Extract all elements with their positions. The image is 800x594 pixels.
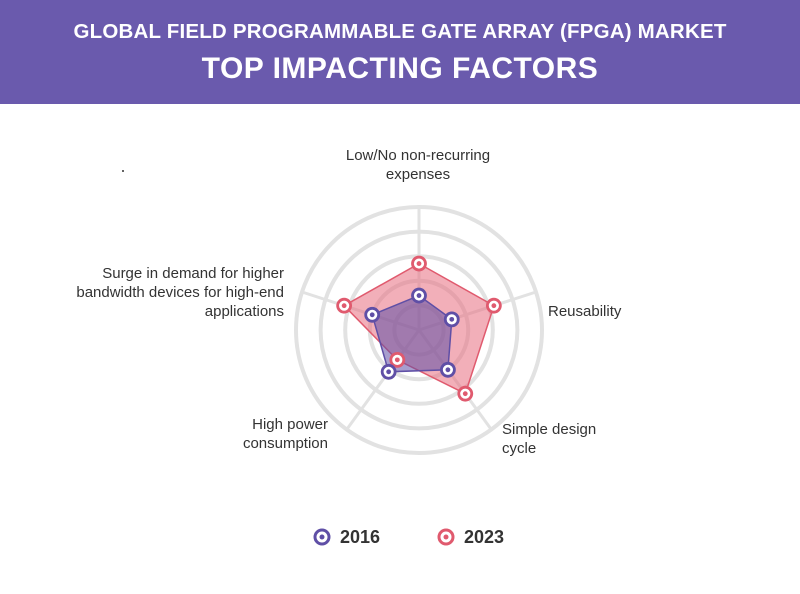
chart-header: GLOBAL FIELD PROGRAMMABLE GATE ARRAY (FP… bbox=[0, 0, 800, 104]
chart-title: GLOBAL FIELD PROGRAMMABLE GATE ARRAY (FP… bbox=[73, 20, 727, 43]
axis-label-reusability: Reusability bbox=[548, 303, 622, 320]
legend-label-2016: 2016 bbox=[340, 526, 381, 547]
legend-item-2023: 2023 bbox=[436, 524, 504, 550]
data-point-2023-5 bbox=[336, 297, 353, 314]
axis-label-power-consumption: High power consumption bbox=[242, 416, 328, 452]
legend-label-2023: 2023 bbox=[464, 526, 505, 547]
data-point-2023-4 bbox=[389, 351, 406, 368]
data-point-2016-1 bbox=[411, 287, 427, 304]
data-point-2023-3 bbox=[457, 385, 474, 402]
legend-marker-2023 bbox=[437, 528, 455, 546]
axis-label-non-recurring: Low/No non-recurring expenses bbox=[345, 147, 491, 183]
chart-legend: 2016 2023 bbox=[0, 524, 800, 550]
data-point-2023-2 bbox=[485, 297, 502, 314]
legend-item-2016: 2016 bbox=[312, 524, 380, 550]
stray-dot bbox=[122, 170, 124, 172]
data-point-2016-5 bbox=[364, 306, 381, 323]
data-point-2023-1 bbox=[411, 255, 427, 272]
chart-subtitle: TOP IMPACTING FACTORS bbox=[201, 52, 599, 85]
data-point-2016-4 bbox=[380, 363, 397, 380]
axis-label-simple-design: Simple design cycle bbox=[502, 421, 597, 457]
data-point-2016-3 bbox=[440, 361, 456, 378]
axis-label-bandwidth-demand: Surge in demand for higher bandwidth dev… bbox=[76, 265, 284, 320]
legend-marker-2016 bbox=[313, 528, 331, 546]
data-point-2016-2 bbox=[443, 311, 460, 328]
